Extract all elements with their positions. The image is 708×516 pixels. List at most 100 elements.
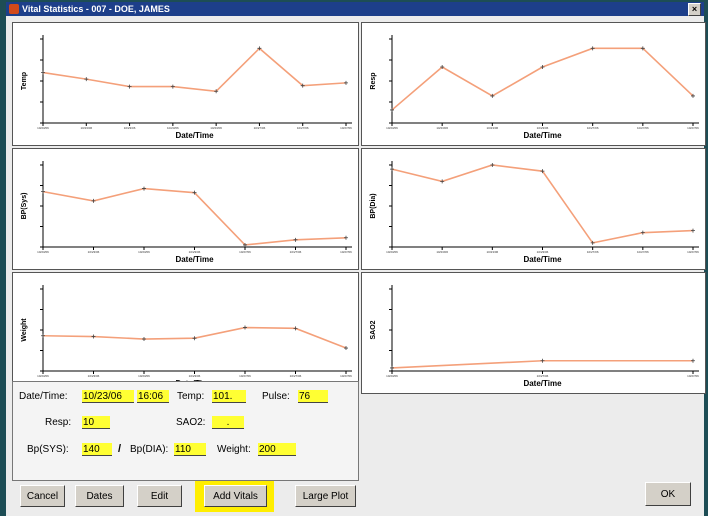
x-tick-label: 10/23/06 [436,250,448,254]
resp-chart: 10/23/06 10/23/06 10/23/06 10/23/06 10/27/06… [370,35,699,140]
data-point [344,80,348,85]
data-point [640,46,645,51]
x-tick-label: 10/23/06 [537,250,549,254]
data-point [142,186,146,191]
data-point [257,46,262,51]
x-tick-label: 10/23/06 [37,374,49,378]
bpsys-field[interactable]: 140 [82,443,112,456]
x-tick-label: 10/27/06 [297,126,309,130]
weight-chart: 10/23/06 10/23/06 10/23/06 10/23/06 10/27/06… [21,285,352,388]
pulse-label: Pulse: [262,391,290,402]
x-tick-label: 10/23/06 [80,126,92,130]
x-tick-label: 10/23/06 [138,250,150,254]
data-point [91,198,96,203]
bpdia-chart-panel: 10/23/06 10/23/06 10/23/06 10/23/06 10/27/06… [361,148,706,270]
x-tick-label: 10/23/06 [436,126,448,130]
y-axis-label: BP(Sys) [21,193,28,220]
x-axis-label: Date/Time [175,255,214,264]
data-point [142,337,146,342]
series-line [391,47,694,111]
bpdia-field[interactable]: 110 [174,443,206,456]
dates-button[interactable]: Dates [75,485,124,507]
bpsys-chart-panel: 10/23/06 10/23/06 10/23/06 10/23/06 10/27/06… [12,148,359,270]
x-tick-label: 10/23/06 [88,250,100,254]
data-point [293,237,298,242]
weight-chart-panel: 10/23/06 10/23/06 10/23/06 10/23/06 10/27/06… [12,272,359,394]
time-field[interactable]: 16:06 [137,390,169,403]
data-point [192,190,197,195]
data-point [691,358,695,363]
window-titlebar: Vital Statistics - 007 - DOE, JAMES × [6,2,704,16]
x-tick-label: 10/23/06 [386,126,398,130]
sao2-chart-panel: 10/23/06 10/27/06 10/27/06 Date/Time SAO2 [361,272,706,394]
y-axis-label: Resp [370,72,377,89]
data-point [390,365,394,370]
temp-chart-panel: 10/23/06 10/23/06 10/23/06 10/23/06 10/23/06… [12,22,359,146]
x-tick-label: 10/27/06 [290,250,302,254]
y-axis-label: Temp [21,72,28,90]
data-point [490,93,495,98]
large-plot-button[interactable]: Large Plot [295,485,356,507]
bpdia-chart: 10/23/06 10/23/06 10/23/06 10/23/06 10/27/06… [370,161,699,264]
bpsys-chart: 10/23/06 10/23/06 10/23/06 10/23/06 10/27/06… [21,161,352,264]
y-axis-label: Weight [21,318,28,342]
x-tick-label: 10/27/06 [687,374,699,378]
x-tick-label: 10/23/06 [124,126,136,130]
x-tick-label: 10/23/06 [37,250,49,254]
add-vitals-button[interactable]: Add Vitals [204,485,267,507]
x-tick-label: 10/27/06 [587,126,599,130]
data-point [390,107,394,112]
bpdia-label: Bp(DIA): [130,444,169,455]
cancel-button[interactable]: Cancel [20,485,65,507]
temp-chart: 10/23/06 10/23/06 10/23/06 10/23/06 10/23/06… [21,35,352,140]
x-tick-label: 10/23/06 [189,374,201,378]
data-point [84,77,89,82]
data-point [214,89,219,94]
x-tick-label: 10/27/06 [239,250,251,254]
data-point [41,70,45,75]
data-point [691,228,695,233]
data-point [590,240,595,245]
weight-field[interactable]: 200 [258,443,296,456]
x-tick-label: 10/27/06 [340,374,352,378]
x-tick-label: 10/27/06 [290,374,302,378]
data-point [344,346,348,351]
x-tick-label: 10/23/06 [88,374,100,378]
window-title: Vital Statistics - 007 - DOE, JAMES [22,4,170,14]
x-axis-label: Date/Time [523,255,562,264]
resp-field[interactable]: 10 [82,416,110,429]
x-axis-label: Date/Time [175,131,214,140]
x-tick-label: 10/27/06 [587,250,599,254]
ok-button[interactable]: OK [645,482,691,506]
temp-field[interactable]: 101. [212,390,246,403]
app-icon [9,4,19,14]
pulse-field[interactable]: 76 [298,390,328,403]
edit-button[interactable]: Edit [137,485,182,507]
close-button[interactable]: × [688,3,701,16]
x-tick-label: 10/27/06 [637,126,649,130]
datetime-label: Date/Time: [19,391,68,402]
x-tick-label: 10/27/06 [537,374,549,378]
data-point [390,167,394,172]
x-tick-label: 10/23/06 [386,374,398,378]
series-line [42,47,347,93]
data-point [300,83,305,88]
data-point [540,65,545,69]
series-line [42,187,347,246]
data-point [293,326,298,331]
sao2-label: SAO2: [176,417,206,428]
series-line [391,164,694,244]
sao2-field[interactable]: . [212,416,244,429]
x-tick-label: 10/27/06 [340,250,352,254]
data-point [127,84,132,89]
bpsys-label: Bp(SYS): [27,444,69,455]
vitals-entry-form: Date/Time: 10/23/06 16:06 Temp: 101. Pul… [12,381,359,481]
data-point [91,334,96,339]
data-point [640,230,645,235]
x-tick-label: 10/27/06 [687,126,699,130]
x-tick-label: 10/27/06 [687,250,699,254]
data-point [440,65,445,69]
x-tick-label: 10/27/06 [254,126,266,130]
x-tick-label: 10/23/06 [167,126,179,130]
date-field[interactable]: 10/23/06 [82,390,134,403]
